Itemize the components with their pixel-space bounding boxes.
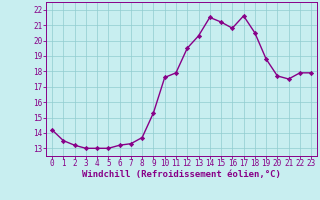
X-axis label: Windchill (Refroidissement éolien,°C): Windchill (Refroidissement éolien,°C): [82, 170, 281, 179]
